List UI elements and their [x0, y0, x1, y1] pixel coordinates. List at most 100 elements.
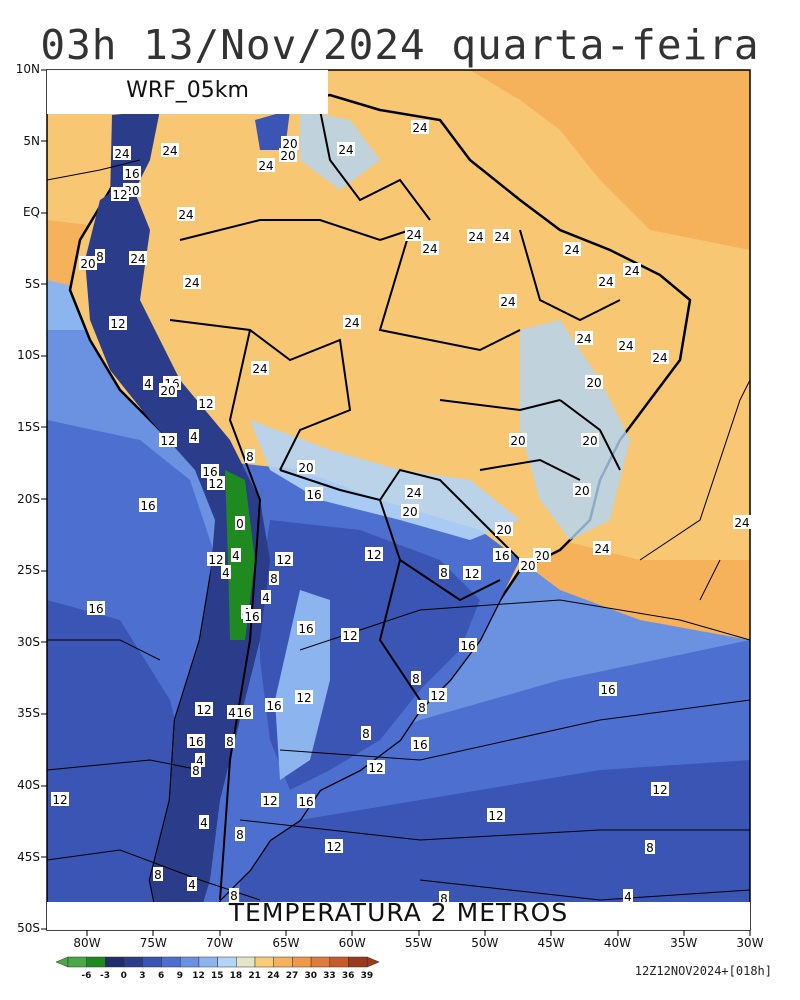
contour-label: 4: [144, 377, 152, 391]
contour-label: 24: [406, 486, 421, 500]
model-label: WRF_05km: [126, 78, 249, 103]
contour-label-bg: [429, 688, 447, 702]
contour-label-bg: [191, 763, 201, 777]
contour-label-bg: [365, 547, 383, 561]
contour-label-bg: [235, 827, 245, 841]
longitude-label: 35W: [670, 936, 698, 950]
contour-label-bg: [51, 792, 69, 806]
contour-label-bg: [411, 737, 429, 751]
contour-label-bg: [243, 609, 261, 623]
contour-label-bg: [261, 793, 279, 807]
contour-label-bg: [187, 877, 197, 891]
contour-label-bg: [463, 566, 481, 580]
contour-label: 24: [130, 252, 145, 266]
contour-label: 4: [232, 549, 240, 563]
contour-label: 8: [226, 735, 234, 749]
contour-label: 8: [230, 889, 238, 903]
contour-label-bg: [297, 460, 315, 474]
contour-label: 12: [366, 548, 381, 562]
contour-label-bg: [411, 671, 421, 685]
contour-label-bg: [645, 840, 655, 854]
colorbar-label: 24: [267, 971, 280, 981]
variable-label-box: [47, 902, 750, 930]
contour-label: 12: [326, 840, 341, 854]
contour-label-bg: [405, 485, 423, 499]
contour-label: 8: [362, 727, 370, 741]
contour-label: 24: [338, 143, 353, 157]
contour-label: 4: [188, 878, 196, 892]
colorbar-left-arrow: [55, 956, 69, 968]
contour-label-bg: [487, 808, 505, 822]
run-info: 12Z12NOV2024+[018h]: [634, 964, 772, 978]
colorbar: [55, 956, 380, 968]
contour-label: 8: [270, 572, 278, 586]
colorbar-label: -3: [100, 971, 111, 981]
colorbar-label: 9: [176, 971, 183, 981]
contour-label: 8: [96, 250, 104, 264]
contour-label-bg: [275, 552, 293, 566]
contour-label: 24: [258, 159, 273, 173]
contour-label-bg: [651, 350, 669, 364]
contour-label: 16: [412, 738, 427, 752]
contour-label-bg: [651, 782, 669, 796]
contour-label-bg: [585, 375, 603, 389]
contour-label: 4: [228, 706, 236, 720]
contour-label-bg: [139, 498, 157, 512]
longitude-label: 40W: [603, 936, 631, 950]
contour-label: 24: [422, 242, 437, 256]
contour-label: 24: [184, 276, 199, 290]
contour-label: 24: [162, 144, 177, 158]
contour-label: 16: [188, 735, 203, 749]
contour-label: 4: [196, 754, 204, 768]
contour-label-bg: [297, 621, 315, 635]
contour-label-bg: [199, 815, 209, 829]
longitude-label: 30W: [736, 936, 764, 950]
contour-label: 20: [80, 257, 95, 271]
contour-label: 20: [582, 434, 597, 448]
contour-label-bg: [161, 143, 179, 157]
latitude-label: 45S: [17, 849, 40, 864]
contour-label: 16: [600, 683, 615, 697]
contour-label: 8: [246, 450, 254, 464]
contour-label-bg: [257, 158, 275, 172]
contour-label-bg: [245, 449, 255, 463]
contour-label: 24: [734, 516, 749, 530]
contour-label: 12: [208, 477, 223, 491]
colorbar-label: 30: [304, 971, 318, 981]
contour-label-bg: [343, 315, 361, 329]
contour-label: 12: [198, 397, 213, 411]
contour-label: 24: [114, 147, 129, 161]
colorbar-label: 39: [360, 971, 374, 981]
longitude-label: 50W: [471, 936, 499, 950]
colorbar-swatch: [329, 956, 349, 968]
contour-label: 20: [496, 523, 511, 537]
contour-label: 20: [298, 461, 313, 475]
contour-label: 4: [262, 591, 270, 605]
colorbar-swatch: [123, 956, 144, 968]
contour-label: 16: [88, 602, 103, 616]
contour-label: 12: [368, 761, 383, 775]
contour-label-bg: [533, 548, 551, 562]
contour-label-bg: [201, 464, 219, 478]
contour-label-bg: [623, 263, 641, 277]
contour-label-bg: [183, 275, 201, 289]
latitude-label: 20S: [17, 491, 40, 506]
contour-label-bg: [177, 207, 195, 221]
colorbar-label: 27: [285, 971, 299, 981]
contour-label: 24: [598, 275, 613, 289]
contour-label-bg: [421, 241, 439, 255]
colorbar-label: 33: [323, 971, 336, 981]
colorbar-swatch: [198, 956, 218, 968]
contour-label-bg: [195, 702, 213, 716]
contour-label: 24: [494, 230, 509, 244]
contour-label: 4: [624, 890, 632, 904]
latitude-label: 5S: [24, 276, 40, 291]
contour-label: 4: [190, 430, 198, 444]
contour-label-bg: [325, 839, 343, 853]
contour-label-bg: [599, 682, 617, 696]
contour-label: 24: [500, 295, 515, 309]
contour-label-bg: [593, 541, 611, 555]
contour-label-bg: [281, 136, 299, 150]
contour-label-bg: [401, 504, 419, 518]
